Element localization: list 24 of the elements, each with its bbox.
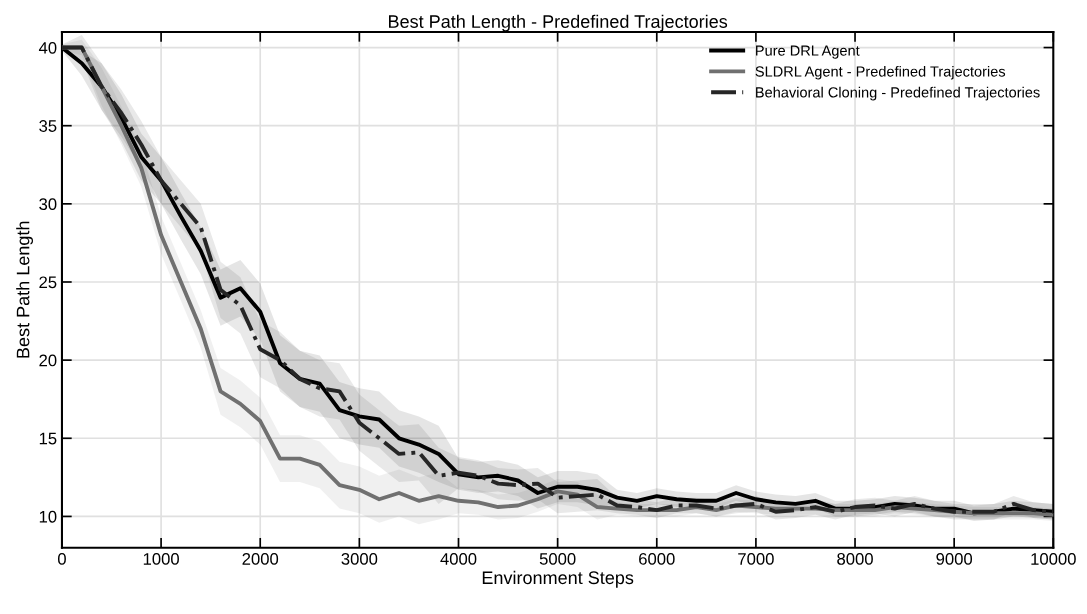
x-axis-title: Environment Steps [482, 570, 634, 588]
x-tick-label: 9000 [936, 552, 973, 565]
chart-title: Best Path Length - Predefined Trajectories [389, 14, 728, 32]
x-tick-label: 0 [57, 552, 66, 565]
y-axis-title: Best Path Length [16, 221, 34, 358]
legend-label: SLDRL Agent - Predefined Trajectories [755, 65, 1006, 80]
x-tick-label: 7000 [738, 552, 774, 565]
x-tick-label: 8000 [837, 552, 873, 565]
legend-label: Behavioral Cloning - Predefined Trajectories [756, 86, 1040, 101]
x-tick-label: 4000 [440, 552, 477, 565]
x-tick-label: 1000 [143, 552, 179, 565]
y-tick-label: 40 [38, 41, 57, 54]
x-tick-label: 10000 [1031, 552, 1076, 565]
x-tick-label: 2000 [242, 552, 279, 565]
y-tick-label: 25 [39, 276, 57, 289]
y-tick-label: 35 [39, 120, 57, 132]
x-tick-label: 6000 [639, 552, 675, 565]
x-tick-label: 3000 [341, 552, 378, 565]
legend-label: Pure DRL Agent [756, 45, 860, 59]
y-tick-label: 30 [39, 198, 57, 211]
y-tick-label: 15 [39, 432, 57, 445]
y-tick-label: 10 [39, 510, 57, 523]
y-tick-label: 20 [39, 354, 57, 367]
x-tick-label: 5000 [539, 552, 576, 565]
